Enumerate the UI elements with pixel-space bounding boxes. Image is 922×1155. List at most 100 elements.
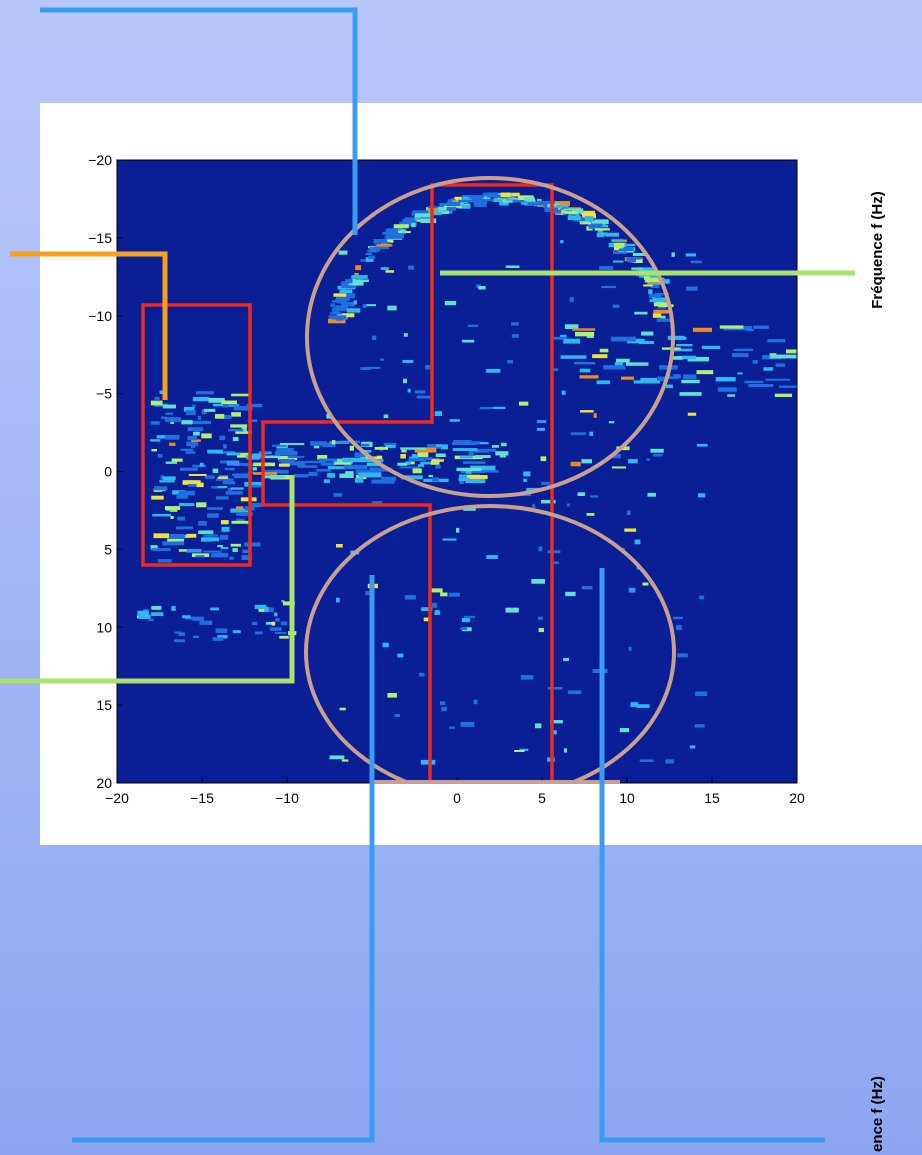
heat-speck — [276, 447, 294, 452]
heat-speck — [626, 258, 636, 263]
heat-speck — [579, 375, 599, 379]
heat-speck — [541, 499, 556, 504]
heat-speck — [518, 401, 529, 406]
heat-speck — [371, 479, 389, 484]
heat-speck — [653, 297, 667, 302]
heat-speck — [300, 465, 318, 468]
heat-speck — [226, 452, 241, 456]
heat-speck — [171, 606, 176, 611]
heat-speck — [220, 546, 229, 550]
heat-speck — [531, 578, 545, 584]
x-tick-label: 0 — [453, 790, 461, 806]
heat-speck — [203, 408, 216, 412]
heat-speck — [648, 289, 653, 295]
heat-speck — [365, 257, 374, 262]
heat-speck — [473, 197, 483, 203]
heat-speck — [654, 292, 669, 296]
heat-speck — [177, 516, 186, 521]
callout-line — [0, 475, 295, 684]
heat-speck — [560, 240, 564, 244]
heat-speck — [404, 595, 416, 600]
heat-speck — [228, 428, 244, 432]
heat-speck — [287, 456, 298, 459]
heat-speck — [374, 446, 389, 450]
heat-speck — [335, 298, 347, 302]
heat-speck — [482, 200, 488, 204]
heat-speck — [338, 250, 348, 255]
heat-speck — [397, 462, 408, 466]
heat-speck — [383, 442, 397, 446]
heat-speck — [178, 490, 195, 496]
heat-speck — [179, 467, 198, 471]
heat-speck — [599, 348, 609, 353]
heat-speck — [327, 466, 346, 470]
heat-speck — [481, 198, 494, 202]
heat-speck — [449, 419, 460, 422]
heat-speck — [253, 472, 277, 475]
heat-speck — [203, 550, 222, 553]
heat-speck — [349, 445, 354, 451]
heat-speck — [150, 545, 158, 550]
heat-speck — [753, 325, 769, 329]
heat-speck — [187, 427, 204, 432]
heat-speck — [368, 255, 376, 259]
heat-speck — [215, 414, 225, 419]
heat-speck — [435, 464, 441, 469]
heat-speck — [254, 604, 267, 610]
heat-speck — [360, 443, 370, 447]
heat-speck — [658, 304, 674, 308]
heat-speck — [188, 483, 197, 487]
heat-speck — [416, 395, 432, 399]
heat-speck — [455, 527, 460, 533]
heat-speck — [619, 728, 630, 733]
heat-speck — [317, 455, 328, 460]
heat-speck — [551, 368, 559, 372]
heat-speck — [400, 229, 407, 234]
heat-speck — [597, 229, 603, 233]
heat-speck — [336, 301, 348, 304]
heat-speck — [483, 192, 490, 195]
heat-speck — [621, 376, 635, 380]
heat-speck — [473, 699, 478, 705]
heat-speck — [162, 541, 178, 546]
heat-speck — [624, 246, 634, 251]
heat-speck — [215, 496, 229, 500]
heat-speck — [561, 390, 566, 395]
heat-speck — [414, 215, 426, 221]
heat-speck — [385, 228, 399, 234]
heat-speck — [278, 463, 290, 467]
heat-speck — [233, 462, 252, 466]
heat-speck — [511, 334, 520, 338]
heat-speck — [231, 412, 241, 417]
heat-speck — [339, 289, 353, 294]
heat-speck — [217, 635, 228, 639]
x-tick-label: −20 — [105, 790, 129, 806]
heat-speck — [341, 281, 349, 286]
heat-speck — [442, 538, 457, 541]
heat-speck — [438, 209, 450, 215]
heat-speck — [452, 441, 477, 446]
heat-speck — [653, 309, 670, 314]
heat-speck — [461, 618, 471, 623]
heat-speck — [444, 301, 457, 306]
heat-speck — [381, 239, 394, 243]
heat-speck — [231, 520, 250, 524]
heat-speck — [178, 632, 186, 636]
heat-speck — [564, 324, 579, 330]
heat-speck — [586, 513, 595, 516]
heat-speck — [175, 526, 194, 530]
heat-speck — [632, 253, 648, 256]
heat-speck — [198, 530, 214, 535]
heat-speck — [232, 630, 241, 634]
heat-speck — [463, 615, 476, 618]
heat-speck — [348, 281, 364, 286]
heat-speck — [401, 475, 423, 480]
heat-speck — [468, 195, 485, 199]
heat-speck — [178, 549, 187, 552]
heat-speck — [605, 232, 620, 237]
heat-speck — [717, 387, 737, 392]
heat-speck — [624, 528, 637, 532]
heat-speck — [569, 297, 574, 302]
heat-speck — [308, 471, 318, 477]
heat-speck — [274, 631, 287, 635]
